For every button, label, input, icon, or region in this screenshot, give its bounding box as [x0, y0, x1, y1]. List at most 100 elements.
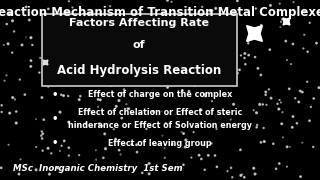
Point: [192, 84, 197, 87]
Point: [178, 40, 183, 43]
Point: [283, 40, 288, 42]
Point: [66, 0, 71, 3]
Text: Acid Hydrolysis Reaction: Acid Hydrolysis Reaction: [57, 64, 221, 77]
Point: [77, 19, 82, 21]
Point: [117, 58, 123, 61]
Point: [253, 7, 259, 10]
Point: [66, 94, 71, 97]
Point: [290, 43, 295, 46]
Point: [61, 94, 66, 97]
Point: [284, 165, 290, 168]
Point: [186, 90, 191, 93]
Point: [200, 5, 205, 8]
Point: [287, 87, 292, 90]
Point: [201, 24, 206, 27]
Point: [280, 136, 285, 139]
Point: [276, 108, 281, 111]
Point: [55, 167, 60, 170]
Point: [198, 47, 203, 50]
Point: [278, 26, 283, 28]
Point: [279, 122, 284, 125]
Point: [225, 170, 230, 173]
Point: [278, 20, 284, 23]
Point: [307, 21, 312, 24]
Point: [300, 141, 305, 144]
Point: [266, 88, 271, 91]
Point: [76, 154, 82, 157]
Point: [263, 91, 268, 93]
Point: [69, 42, 75, 45]
Point: [271, 142, 276, 145]
Point: [7, 13, 12, 16]
Point: [263, 93, 268, 96]
Point: [198, 108, 204, 111]
Point: [59, 93, 64, 96]
Point: [144, 67, 149, 70]
Point: [208, 10, 213, 13]
Point: [94, 81, 100, 84]
FancyBboxPatch shape: [42, 14, 237, 86]
Point: [277, 162, 282, 165]
Point: [45, 147, 51, 150]
Point: [169, 0, 174, 3]
Point: [181, 132, 186, 135]
Point: [39, 96, 44, 99]
Point: [47, 173, 52, 176]
Point: [174, 29, 180, 32]
Text: Reaction Mechanism of Transition Metal Complexes: Reaction Mechanism of Transition Metal C…: [0, 6, 320, 19]
Point: [291, 1, 296, 4]
Point: [252, 173, 258, 176]
Text: Effect of leaving group: Effect of leaving group: [108, 139, 212, 148]
Point: [116, 40, 121, 43]
Point: [1, 44, 6, 46]
Point: [238, 148, 243, 151]
Point: [4, 22, 9, 25]
Point: [238, 54, 244, 57]
Point: [316, 13, 320, 16]
Point: [58, 111, 63, 114]
Point: [213, 7, 218, 10]
Point: [199, 63, 204, 66]
Point: [252, 56, 258, 58]
Point: [275, 102, 280, 105]
Point: [16, 173, 21, 176]
Point: [40, 149, 45, 152]
Point: [288, 63, 293, 66]
Point: [116, 149, 122, 152]
Point: [183, 145, 188, 148]
Point: [66, 154, 71, 157]
Point: [277, 98, 282, 101]
Point: [78, 8, 84, 11]
Point: [56, 76, 61, 79]
Point: [305, 80, 310, 83]
Point: [4, 74, 9, 77]
Point: [298, 175, 303, 178]
Point: [74, 82, 79, 85]
Point: [147, 162, 152, 165]
Point: [257, 28, 262, 31]
Point: [74, 42, 79, 44]
Point: [260, 103, 265, 106]
Point: [202, 93, 207, 96]
Point: [151, 110, 156, 113]
Point: [95, 105, 100, 108]
Point: [0, 104, 4, 107]
Point: [196, 154, 202, 157]
Point: [197, 63, 203, 66]
Point: [12, 98, 18, 101]
Point: [290, 126, 295, 129]
Point: [0, 111, 4, 113]
Point: [255, 123, 260, 126]
Point: [59, 29, 64, 32]
Point: [194, 50, 199, 53]
Point: [214, 165, 220, 168]
Point: [305, 50, 310, 53]
Point: [216, 34, 221, 37]
Point: [98, 98, 103, 101]
Point: [27, 19, 32, 21]
Point: [164, 79, 169, 82]
Point: [189, 156, 194, 159]
Point: [180, 89, 185, 92]
Point: [242, 52, 247, 55]
Point: [235, 0, 240, 2]
